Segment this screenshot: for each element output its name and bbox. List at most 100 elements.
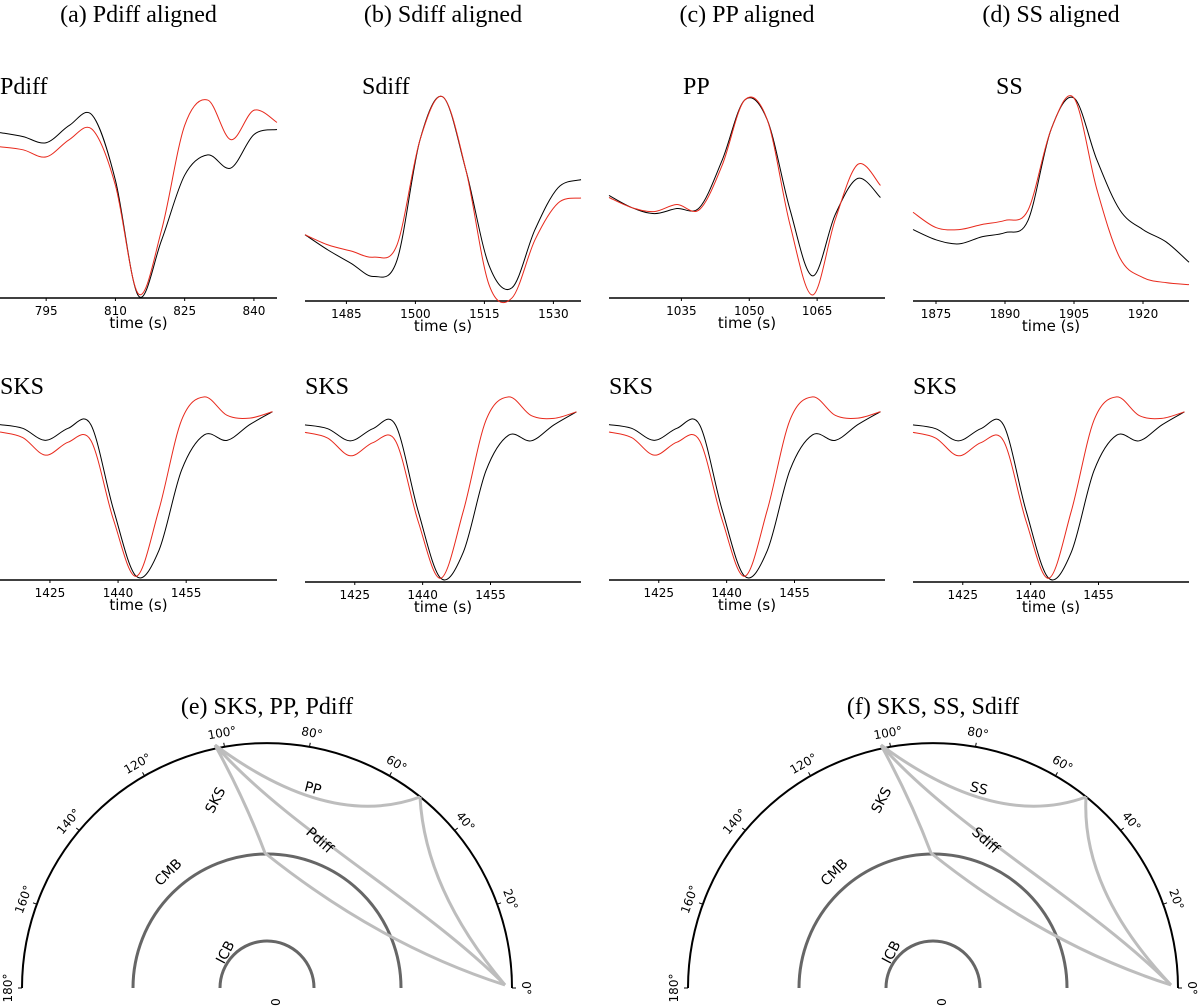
phase-label: Sdiff — [362, 74, 410, 100]
earth-surface — [21, 742, 513, 989]
angle-tick-label: 40° — [1119, 809, 1143, 834]
waveform — [304, 95, 582, 304]
angle-tick-label: 20° — [1166, 887, 1186, 912]
x-tick-label: 1455 — [779, 586, 810, 600]
angle-tick — [741, 827, 746, 831]
angle-tick — [142, 772, 145, 777]
angle-tick-label: 60° — [1050, 752, 1075, 775]
x-axis-label: time (s) — [109, 596, 167, 614]
waveform — [912, 95, 1190, 286]
angle-tick — [454, 827, 459, 831]
waveform — [608, 96, 881, 296]
x-tick-label: 1515 — [469, 307, 500, 321]
icb-circle — [218, 939, 316, 989]
angle-tick-label: 20° — [500, 887, 520, 912]
angle-tick-label: 0° — [519, 981, 533, 995]
angle-tick — [698, 902, 703, 905]
x-axis-label: time (s) — [109, 314, 167, 332]
x-tick-label: 1905 — [1059, 307, 1090, 321]
ray-paths — [879, 743, 1173, 987]
x-tick-label: 1035 — [666, 304, 697, 318]
x-axis-label: time (s) — [414, 598, 472, 616]
angle-tick-label: 160° — [678, 883, 701, 915]
x-tick-label: 1920 — [1128, 307, 1159, 321]
ray-path — [213, 744, 506, 987]
x-tick-label: 1065 — [802, 304, 833, 318]
ray-label: Pdiff — [303, 824, 337, 857]
panel-title: (b) Sdiff aligned — [364, 2, 522, 28]
angle-tick — [32, 902, 37, 905]
phase-label: SKS — [0, 374, 44, 400]
ray-label: ICB — [213, 938, 238, 966]
waveform — [0, 396, 273, 577]
waveform — [912, 96, 1190, 263]
panel-title: (c) PP aligned — [679, 2, 814, 28]
phase-label: SKS — [913, 374, 957, 400]
center-label: 0 — [268, 998, 282, 1006]
ray-path — [879, 744, 1173, 987]
waveform — [0, 99, 278, 296]
waveform — [608, 396, 881, 577]
ray-label: SS — [968, 779, 989, 799]
angle-tick — [497, 902, 502, 905]
angle-tick — [808, 772, 811, 777]
phase-label: SS — [996, 74, 1023, 100]
x-tick-label: 840 — [242, 304, 265, 318]
ray-label: ICB — [879, 938, 904, 966]
panel-title: (d) SS aligned — [982, 2, 1119, 28]
waveform — [304, 411, 577, 581]
center-label: 0 — [934, 998, 948, 1006]
x-tick-label: 810 — [104, 304, 127, 318]
x-tick-label: 1425 — [947, 588, 978, 602]
phase-label: PP — [683, 74, 710, 100]
panel-title: (a) Pdiff aligned — [60, 2, 217, 28]
waveform — [304, 396, 577, 579]
waveform — [608, 97, 881, 277]
waveform — [304, 95, 582, 290]
ray-label: SKS — [202, 785, 229, 816]
angle-tick — [1055, 772, 1058, 777]
phase-label: SKS — [305, 374, 349, 400]
x-tick-label: 1455 — [171, 586, 202, 600]
x-tick-label: 1050 — [734, 304, 765, 318]
waveform — [912, 396, 1185, 579]
angle-tick — [889, 742, 891, 747]
angle-tick-label: 40° — [453, 809, 477, 834]
earth-surface — [687, 742, 1179, 989]
angle-tick-label: 180° — [1, 974, 15, 1003]
icb-circle — [884, 939, 982, 989]
angle-tick — [1120, 827, 1125, 831]
ray-label: PP — [303, 779, 323, 799]
x-tick-label: 1875 — [921, 307, 952, 321]
angle-tick — [975, 742, 977, 747]
ray-label: Sdiff — [968, 824, 1002, 857]
x-tick-label: 1440 — [1015, 588, 1046, 602]
waveform — [912, 411, 1185, 581]
angle-tick-label: 60° — [384, 752, 409, 775]
angle-tick — [389, 772, 392, 777]
ray-paths — [213, 743, 507, 987]
x-tick-label: 1455 — [1083, 588, 1114, 602]
angle-tick-label: 160° — [12, 883, 35, 915]
x-tick-label: 1530 — [538, 307, 569, 321]
x-tick-label: 1485 — [331, 307, 362, 321]
angle-tick-label: 80° — [300, 724, 323, 741]
phase-label: SKS — [609, 374, 653, 400]
ray-path — [1084, 796, 1173, 987]
x-tick-label: 1500 — [400, 307, 431, 321]
ray-path — [880, 743, 1087, 808]
x-tick-label: 1425 — [35, 586, 66, 600]
waveform — [0, 111, 278, 298]
x-axis-label: time (s) — [718, 314, 776, 332]
x-axis-label: time (s) — [718, 596, 776, 614]
x-tick-label: 1890 — [990, 307, 1021, 321]
angle-tick — [75, 827, 80, 831]
phase-label: Pdiff — [0, 74, 48, 100]
x-tick-label: 1425 — [339, 588, 370, 602]
x-axis-label: time (s) — [1022, 317, 1080, 335]
x-axis-label: time (s) — [414, 317, 472, 335]
angle-tick — [223, 742, 225, 747]
angle-tick-label: 100° — [207, 724, 238, 743]
ray-path — [213, 744, 507, 987]
